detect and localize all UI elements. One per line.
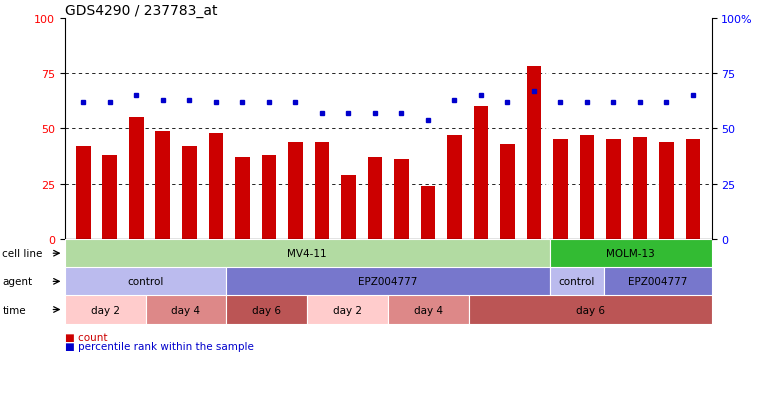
Bar bbox=[235, 158, 250, 240]
Bar bbox=[388, 296, 469, 324]
Bar bbox=[145, 296, 227, 324]
Bar bbox=[182, 147, 196, 240]
Bar bbox=[394, 160, 409, 240]
Bar bbox=[155, 131, 170, 240]
Bar bbox=[209, 133, 223, 240]
Text: ■ percentile rank within the sample: ■ percentile rank within the sample bbox=[65, 342, 253, 351]
Text: cell line: cell line bbox=[2, 249, 43, 259]
Bar bbox=[65, 268, 227, 296]
Bar bbox=[227, 268, 550, 296]
Bar bbox=[500, 145, 514, 240]
Text: GDS4290 / 237783_at: GDS4290 / 237783_at bbox=[65, 4, 217, 18]
Bar bbox=[65, 240, 550, 268]
Bar bbox=[129, 118, 144, 240]
Bar bbox=[421, 187, 435, 240]
Bar bbox=[659, 142, 673, 240]
Text: day 2: day 2 bbox=[91, 305, 119, 315]
Bar bbox=[550, 268, 603, 296]
Bar bbox=[341, 176, 355, 240]
Bar bbox=[447, 136, 462, 240]
Bar bbox=[603, 268, 712, 296]
Bar bbox=[580, 136, 594, 240]
Bar bbox=[686, 140, 700, 240]
Text: day 4: day 4 bbox=[414, 305, 443, 315]
Text: control: control bbox=[127, 277, 164, 287]
Text: day 4: day 4 bbox=[171, 305, 200, 315]
Bar bbox=[527, 67, 541, 240]
Bar bbox=[262, 156, 276, 240]
Text: time: time bbox=[2, 305, 26, 315]
Bar bbox=[288, 142, 303, 240]
Text: control: control bbox=[559, 277, 595, 287]
Text: EPZ004777: EPZ004777 bbox=[628, 277, 687, 287]
Text: MV4-11: MV4-11 bbox=[288, 249, 327, 259]
Bar bbox=[607, 140, 621, 240]
Bar bbox=[632, 138, 648, 240]
Bar bbox=[307, 296, 388, 324]
Text: agent: agent bbox=[2, 277, 33, 287]
Bar bbox=[65, 296, 145, 324]
Bar bbox=[469, 296, 712, 324]
Text: day 2: day 2 bbox=[333, 305, 362, 315]
Text: ■ count: ■ count bbox=[65, 332, 107, 342]
Text: day 6: day 6 bbox=[253, 305, 282, 315]
Bar bbox=[368, 158, 382, 240]
Bar bbox=[227, 296, 307, 324]
Bar bbox=[76, 147, 91, 240]
Text: EPZ004777: EPZ004777 bbox=[358, 277, 418, 287]
Text: MOLM-13: MOLM-13 bbox=[607, 249, 655, 259]
Bar bbox=[103, 156, 117, 240]
Bar bbox=[550, 240, 712, 268]
Bar bbox=[314, 142, 329, 240]
Bar bbox=[553, 140, 568, 240]
Bar bbox=[473, 107, 489, 240]
Text: day 6: day 6 bbox=[576, 305, 605, 315]
